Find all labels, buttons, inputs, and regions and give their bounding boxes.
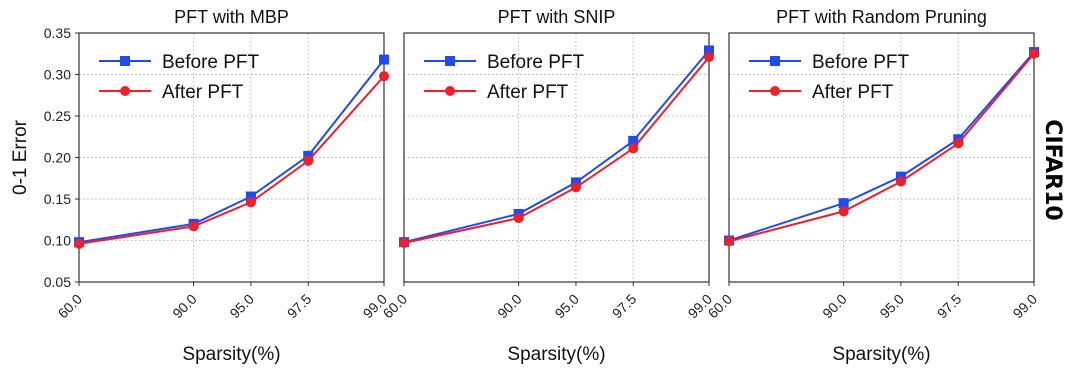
x-axis-label: Sparsity(%) — [182, 344, 280, 365]
y-tick-label: 0.10 — [44, 233, 71, 249]
data-point-circle — [513, 213, 524, 224]
x-tick-label: 60.0 — [705, 291, 736, 322]
chart-title: PFT with MBP — [174, 7, 289, 27]
x-tick-label: 97.5 — [934, 291, 965, 322]
dataset-side-label: CIFAR10 — [1040, 119, 1065, 220]
y-tick-label: 0.35 — [44, 25, 71, 41]
data-point-circle — [724, 236, 734, 247]
x-tick-label: 60.0 — [55, 291, 86, 322]
legend-label: Before PFT — [162, 52, 260, 73]
data-point-square — [628, 135, 639, 146]
data-point-circle — [245, 197, 256, 208]
legend-label: After PFT — [812, 82, 894, 103]
data-point-square — [379, 54, 389, 65]
x-tick-label: 97.5 — [284, 291, 315, 322]
data-point-circle — [188, 221, 199, 232]
data-point-circle — [953, 138, 964, 149]
data-point-circle — [74, 238, 84, 249]
data-point-circle — [379, 71, 389, 82]
x-tick-label: 90.0 — [819, 291, 850, 322]
data-point-square — [245, 191, 256, 202]
data-point-circle — [570, 182, 581, 193]
x-tick-label: 97.5 — [609, 291, 640, 322]
data-point-circle — [704, 52, 714, 63]
data-point-circle — [303, 155, 314, 166]
legend-label: After PFT — [487, 82, 569, 103]
x-tick-label: 90.0 — [494, 291, 525, 322]
legend-marker-circle — [445, 86, 455, 96]
y-tick-label: 0.30 — [44, 67, 71, 83]
y-tick-label: 0.20 — [44, 150, 71, 166]
x-axis-label: Sparsity(%) — [507, 344, 605, 365]
data-point-circle — [838, 206, 849, 217]
y-tick-label: 0.25 — [44, 108, 71, 124]
x-tick-label: 95.0 — [876, 291, 907, 322]
chart-panels: PFT with MBP 0.05 0.10 0.15 0.20 0.25 0.30 0.35… — [10, 7, 1040, 365]
x-tick-label: 95.0 — [226, 291, 257, 322]
series-line-1 — [728, 51, 1035, 242]
y-tick-label: 0.05 — [44, 274, 71, 290]
data-point-circle — [895, 176, 906, 187]
legend-marker-circle — [120, 86, 130, 96]
legend-label: Before PFT — [812, 52, 910, 73]
chart-panel-3: PFT with Random Pruning 60.0 90.0 95.0 97.5 9… — [705, 7, 1041, 365]
legend-marker-square — [120, 56, 130, 66]
legend-marker-circle — [770, 86, 780, 96]
legend-marker-square — [445, 56, 455, 66]
legend-label: After PFT — [162, 82, 244, 103]
plot-frame — [403, 32, 710, 283]
x-tick-label: 99.0 — [1010, 291, 1041, 322]
y-axis-label: 0-1 Error — [10, 119, 31, 195]
data-point-square — [838, 198, 849, 209]
y-tick-label: 0.15 — [44, 191, 71, 207]
x-tick-label: 90.0 — [169, 291, 200, 322]
chart-title: PFT with Random Pruning — [776, 7, 987, 27]
data-point-circle — [1029, 48, 1039, 59]
x-tick-label: 95.0 — [551, 291, 582, 322]
chart-title: PFT with SNIP — [498, 7, 616, 27]
data-point-circle — [399, 237, 409, 248]
x-tick-label: 60.0 — [380, 291, 411, 322]
x-axis-label: Sparsity(%) — [832, 344, 930, 365]
legend-marker-square — [770, 56, 780, 66]
chart-panel-1: PFT with MBP 0.05 0.10 0.15 0.20 0.25 0.30 0.35… — [10, 7, 390, 365]
series-line-1 — [403, 49, 710, 244]
legend-label: Before PFT — [487, 52, 585, 73]
plot-frame — [728, 32, 1035, 283]
data-point-square — [704, 45, 714, 56]
data-point-circle — [628, 143, 639, 154]
